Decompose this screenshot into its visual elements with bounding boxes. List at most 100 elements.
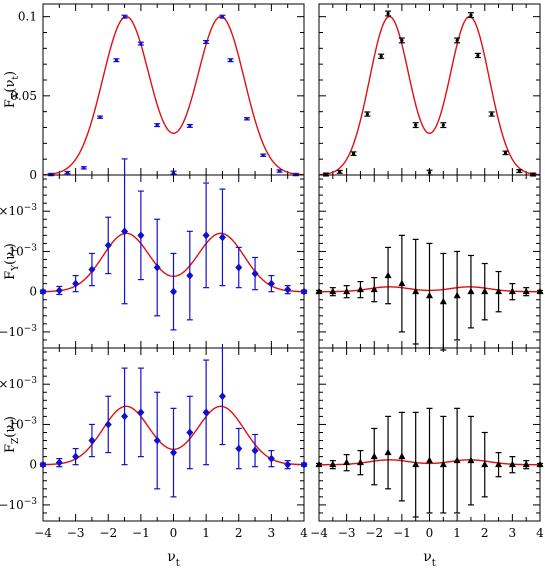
diamond-marker: [88, 436, 96, 445]
diamond-marker: [235, 444, 243, 453]
data-point: [536, 287, 544, 295]
triangle-marker: [481, 460, 489, 468]
y-axis-label: FX(νt): [3, 71, 21, 108]
diamond-marker: [121, 412, 129, 421]
panel-FY-right: [315, 174, 544, 351]
data-point: [384, 246, 392, 305]
dot-marker: [155, 123, 159, 127]
panel-FY-left: 2×10−3 10−3 0 −10−3 FY(νt): [0, 158, 308, 349]
data-point: [370, 276, 378, 303]
dot-marker: [188, 124, 192, 128]
data-point: [267, 449, 275, 468]
dot-marker: [490, 112, 494, 116]
data-point: [186, 230, 194, 321]
dot-marker: [82, 166, 86, 170]
x-tick-label: 3: [268, 526, 276, 540]
data-point: [251, 433, 259, 468]
x-tick-label: 1: [453, 526, 461, 540]
data-point: [153, 391, 161, 490]
triangle-marker: [453, 291, 461, 299]
data-point: [104, 395, 112, 454]
data-point: [398, 411, 406, 502]
data-point: [104, 216, 112, 275]
diamond-marker: [39, 287, 47, 296]
dot-marker: [114, 58, 119, 62]
triangle-marker: [495, 287, 503, 295]
triangle-marker: [412, 460, 420, 468]
diamond-marker: [300, 287, 308, 296]
triangle-marker: [481, 287, 489, 295]
diamond-marker: [153, 263, 161, 272]
x-tick-label: 2: [481, 526, 489, 540]
data-point: [153, 218, 161, 317]
data-point: [72, 447, 80, 466]
panel-FZ-right: −4 −3 −2 −1 0 1 2 3 4 νt: [310, 347, 544, 569]
triangle-marker: [467, 456, 475, 464]
y-tick-label: −10−3: [0, 324, 37, 339]
y-tick-label: 0.05: [10, 89, 37, 103]
data-point: [251, 256, 259, 291]
data-point: [72, 274, 80, 293]
dot-marker: [204, 40, 208, 44]
diamond-marker: [202, 408, 210, 417]
data-point: [88, 423, 96, 458]
y-tick-label: 10−3: [8, 243, 37, 258]
triangle-marker: [536, 287, 544, 295]
diamond-marker: [39, 460, 47, 469]
data-point: [370, 427, 378, 486]
data-point: [467, 12, 474, 19]
y-tick-label: 0: [29, 285, 37, 299]
diamond-marker: [186, 271, 194, 280]
x-tick-label: −1: [132, 526, 150, 540]
data-point: [453, 250, 461, 341]
dot-marker: [220, 15, 225, 19]
data-point: [39, 287, 47, 296]
triangle-marker: [522, 460, 530, 468]
data-point: [300, 460, 308, 469]
dot-marker: [414, 123, 418, 127]
triangle-marker: [329, 460, 337, 468]
data-point: [97, 115, 104, 119]
data-point: [88, 252, 96, 287]
x-tick-label: 3: [509, 526, 517, 540]
x-tick-label: −1: [393, 526, 411, 540]
data-point: [467, 415, 475, 506]
fit-curve: [319, 15, 540, 175]
x-tick-label: −2: [365, 526, 383, 540]
diamond-marker: [55, 458, 63, 467]
data-point: [267, 274, 275, 293]
dot-marker: [469, 13, 473, 17]
data-point: [218, 188, 226, 287]
diamond-marker: [267, 279, 275, 288]
data-point: [315, 460, 323, 468]
x-tick-label: 2: [235, 526, 243, 540]
diamond-marker: [72, 452, 80, 461]
triangle-marker: [398, 452, 406, 460]
triangle-marker: [412, 287, 420, 295]
dot-marker: [245, 117, 249, 121]
data-point: [170, 252, 177, 331]
y-axis-label: FZ(νt): [3, 416, 21, 453]
dot-marker: [503, 151, 508, 155]
data-point: [113, 58, 120, 63]
x-axis-label: νt: [167, 549, 180, 569]
diamond-marker: [88, 265, 96, 274]
triangle-marker: [315, 287, 323, 295]
data-point: [412, 238, 420, 345]
diamond-marker: [284, 285, 292, 294]
data-point: [121, 367, 129, 466]
triangle-marker: [439, 297, 447, 305]
data-point: [39, 460, 47, 469]
data-point: [439, 252, 447, 351]
data-point: [260, 153, 267, 157]
triangle-marker: [522, 287, 530, 295]
data-point: [426, 407, 433, 514]
data-point: [203, 39, 210, 45]
data-point: [121, 14, 128, 19]
dot-marker: [441, 123, 445, 127]
data-point: [495, 452, 503, 478]
triangle-marker: [495, 460, 503, 468]
data-point: [536, 460, 544, 468]
x-tick-label: 0: [170, 526, 178, 540]
x-tick-label: −2: [99, 526, 117, 540]
